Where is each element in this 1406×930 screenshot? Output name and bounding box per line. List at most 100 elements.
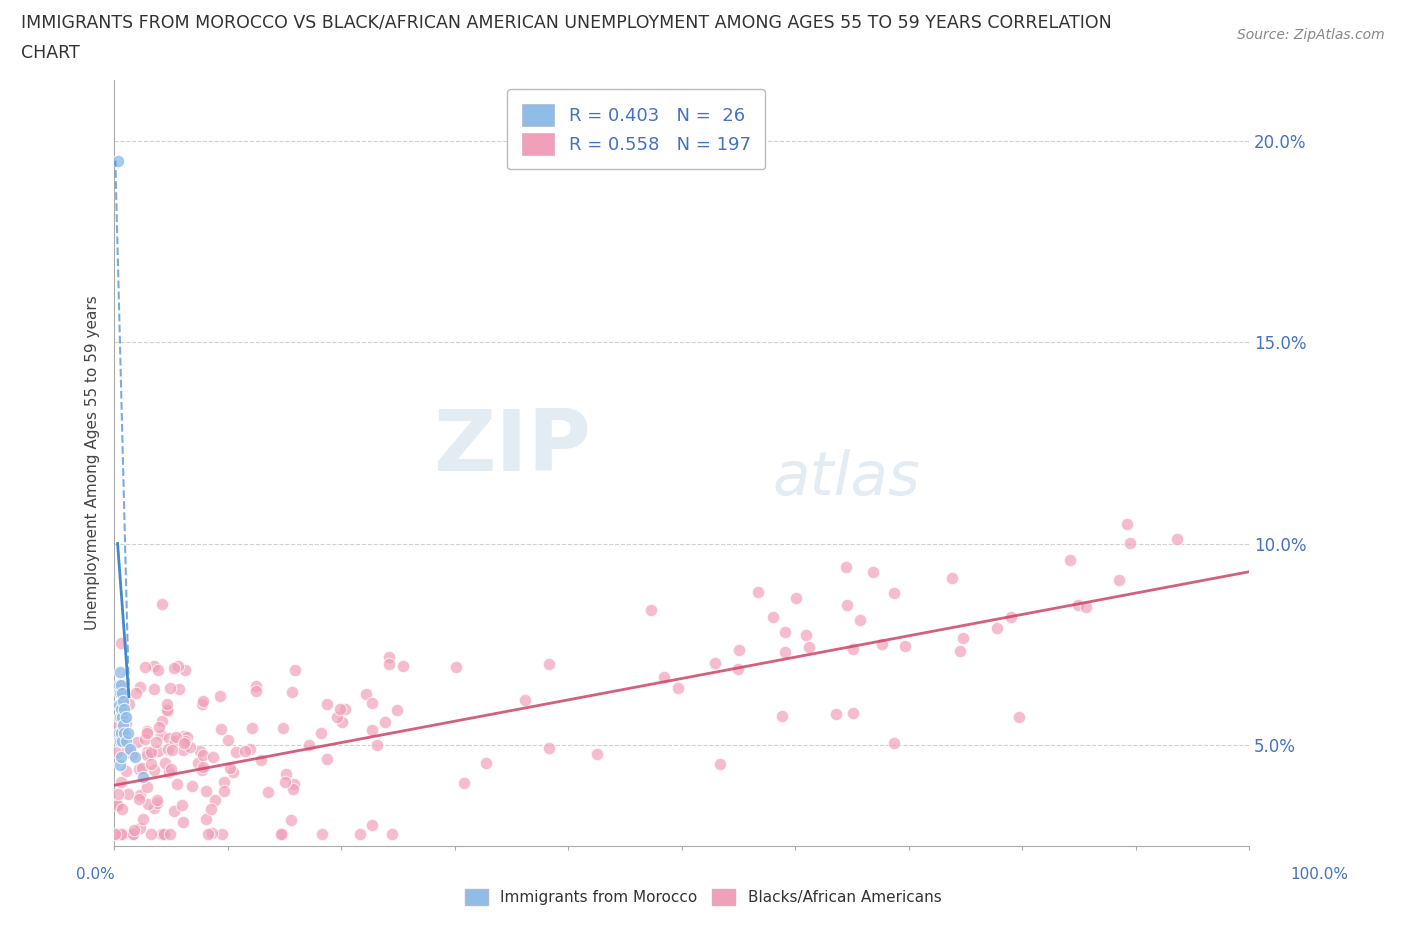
Point [105, 826, 128, 841]
Point [107, 698, 129, 712]
Point [391, 658, 413, 673]
Point [245, 679, 267, 694]
Point [148, 720, 170, 735]
Point [104, 719, 127, 734]
Point [173, 736, 195, 751]
Point [212, 783, 235, 798]
Point [105, 798, 128, 813]
Point [1119, 536, 1142, 551]
Point [271, 826, 294, 841]
Point [385, 703, 408, 718]
Point [233, 743, 256, 758]
Point [835, 597, 858, 612]
Point [112, 701, 135, 716]
Point [775, 625, 797, 640]
Point [281, 684, 304, 699]
Point [727, 662, 749, 677]
Point [110, 701, 132, 716]
Point [762, 610, 785, 625]
Point [640, 603, 662, 618]
Point [218, 761, 240, 776]
Point [952, 631, 974, 645]
Point [114, 734, 136, 749]
Text: Source: ZipAtlas.com: Source: ZipAtlas.com [1237, 28, 1385, 42]
Point [201, 750, 224, 764]
Point [283, 777, 305, 791]
Point [104, 826, 127, 841]
Point [169, 682, 191, 697]
Point [174, 663, 197, 678]
Point [128, 792, 150, 807]
Point [135, 747, 157, 762]
Point [360, 696, 382, 711]
Point [160, 743, 183, 758]
Point [149, 727, 172, 742]
Point [120, 741, 142, 756]
Point [841, 642, 863, 657]
Point [105, 745, 128, 760]
Point [181, 778, 204, 793]
Point [842, 706, 865, 721]
Point [121, 826, 143, 841]
Point [135, 745, 157, 760]
Point [165, 734, 187, 749]
Point [124, 822, 146, 837]
Point [172, 743, 194, 758]
Point [201, 826, 224, 841]
Point [894, 638, 917, 653]
Point [134, 659, 156, 674]
Point [107, 677, 129, 692]
Point [311, 826, 333, 841]
Point [114, 715, 136, 730]
Point [107, 787, 129, 802]
Point [274, 775, 297, 790]
Point [239, 741, 262, 756]
Point [361, 723, 384, 737]
Point [121, 747, 143, 762]
Point [197, 826, 219, 841]
Point [111, 710, 134, 724]
Point [453, 776, 475, 790]
Point [785, 591, 807, 605]
Point [586, 746, 609, 761]
Point [104, 826, 127, 841]
Point [250, 752, 273, 767]
Point [125, 735, 148, 750]
Point [835, 560, 858, 575]
Point [221, 764, 243, 779]
Point [366, 737, 388, 752]
Point [157, 730, 180, 745]
Point [142, 658, 165, 673]
Point [225, 744, 247, 759]
Point [179, 739, 201, 754]
Point [112, 693, 135, 708]
Point [1116, 517, 1139, 532]
Point [361, 817, 384, 832]
Point [188, 744, 211, 759]
Point [378, 649, 401, 664]
Point [204, 792, 226, 807]
Point [1166, 531, 1188, 546]
Point [1059, 552, 1081, 567]
Point [142, 801, 165, 816]
Point [131, 760, 153, 775]
Point [142, 763, 165, 777]
Point [195, 784, 218, 799]
Point [315, 751, 337, 766]
Point [537, 657, 560, 671]
Point [157, 764, 180, 779]
Text: ZIP: ZIP [433, 406, 591, 489]
Point [270, 826, 292, 841]
Point [190, 697, 212, 711]
Point [870, 637, 893, 652]
Point [1067, 597, 1090, 612]
Point [191, 763, 214, 777]
Point [150, 826, 173, 841]
Point [191, 694, 214, 709]
Point [156, 703, 179, 718]
Point [111, 734, 134, 749]
Point [108, 665, 131, 680]
Text: IMMIGRANTS FROM MOROCCO VS BLACK/AFRICAN AMERICAN UNEMPLOYMENT AMONG AGES 55 TO : IMMIGRANTS FROM MOROCCO VS BLACK/AFRICAN… [21, 14, 1112, 32]
Point [208, 688, 231, 703]
Point [129, 788, 152, 803]
